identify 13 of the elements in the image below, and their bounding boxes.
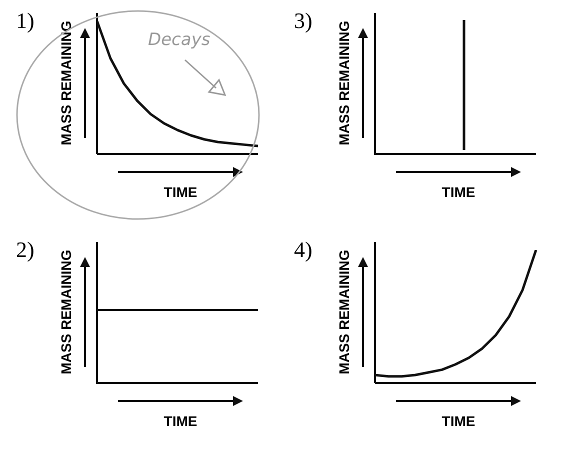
x-axis-title: TIME bbox=[162, 184, 198, 200]
text: MASS REMAINING bbox=[58, 250, 74, 374]
chart-title: 1) bbox=[16, 8, 34, 34]
text: 3) bbox=[294, 8, 312, 34]
text: TIME bbox=[440, 184, 476, 200]
text: MASS REMAINING bbox=[336, 20, 352, 146]
annotation: Decays bbox=[148, 30, 210, 50]
text: TIME bbox=[162, 413, 198, 429]
chart-title: 4) bbox=[294, 237, 312, 263]
y-axis-title: MASS REMAINING bbox=[336, 250, 352, 374]
text: 2) bbox=[16, 237, 34, 263]
x-axis-title: TIME bbox=[440, 413, 476, 429]
y-axis-title: MASS REMAINING bbox=[58, 20, 74, 146]
